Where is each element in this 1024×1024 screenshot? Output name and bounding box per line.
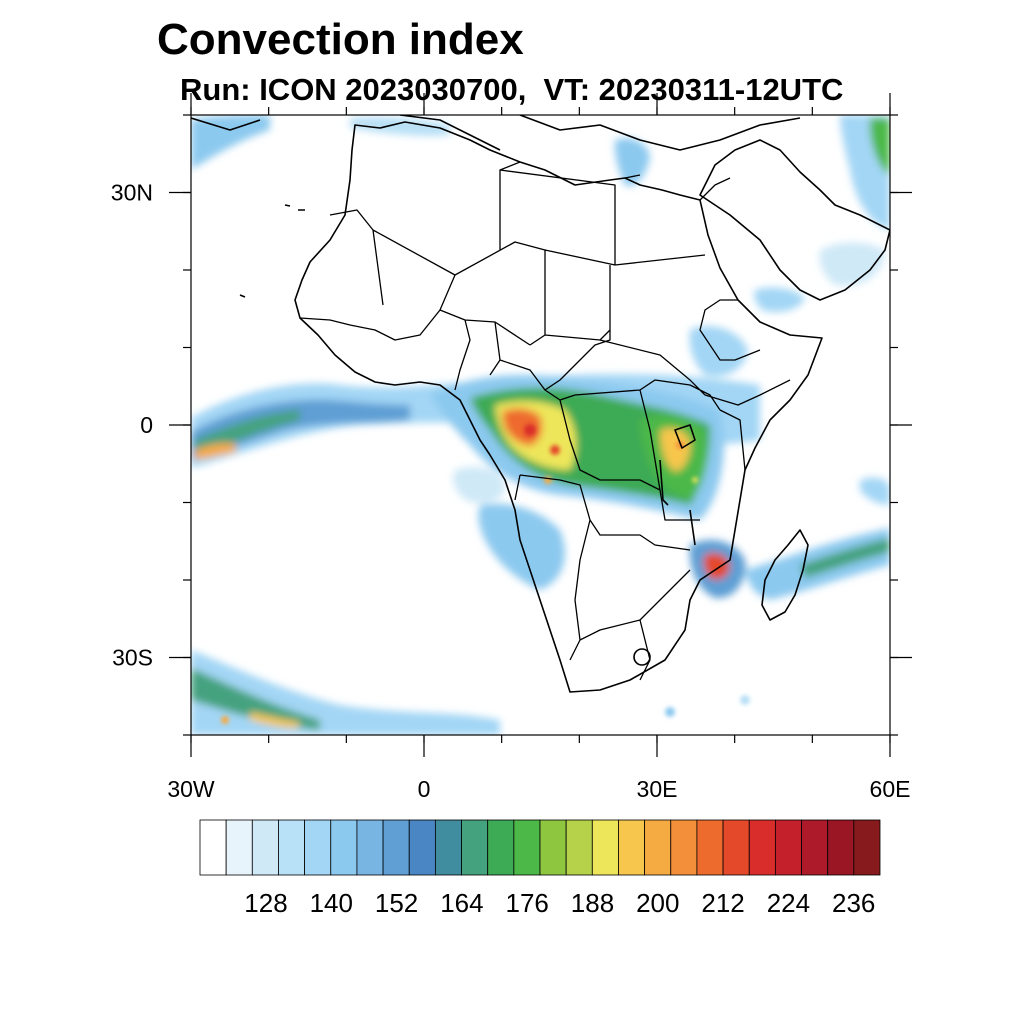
x-tick-label: 30E — [637, 776, 678, 802]
colorbar-label: 128 — [244, 888, 287, 918]
colorbar-swatch — [696, 819, 724, 876]
canary-islands — [239, 204, 305, 298]
axis-tick-labels: 30W 0 30E 60E 30N 0 30S — [111, 180, 911, 803]
arabia-coastline — [699, 139, 890, 301]
colorbar-label: 140 — [310, 888, 353, 918]
x-tick-label: 0 — [418, 776, 431, 802]
field-indian-ocean-core — [800, 538, 890, 578]
field-speck — [692, 477, 698, 483]
field-speck — [550, 445, 560, 455]
colorbar-swatch — [513, 819, 541, 876]
colorbar-label: 200 — [636, 888, 679, 918]
colorbar-swatch — [225, 819, 253, 876]
colorbar-label: 152 — [375, 888, 418, 918]
field-southern-ocean-core — [191, 668, 320, 730]
convection-field — [191, 115, 890, 735]
lake-victoria — [674, 424, 696, 449]
colorbar-swatch — [853, 819, 881, 876]
colorbar-swatch — [670, 819, 698, 876]
colorbar-swatch — [827, 819, 855, 876]
field-mediterranean — [350, 116, 450, 136]
colorbar-label: 188 — [571, 888, 614, 918]
colorbar-swatch — [304, 819, 332, 876]
field-north-atlantic-nw — [191, 115, 270, 170]
colorbar-label: 236 — [832, 888, 875, 918]
europe-coast — [191, 115, 801, 151]
y-tick-label: 30N — [111, 180, 153, 206]
colorbar-swatch — [330, 819, 358, 876]
field-ethiopia — [689, 326, 748, 377]
x-tick-label: 60E — [870, 776, 911, 802]
field-iran-gulf-core — [870, 118, 890, 175]
colorbar-label: 164 — [440, 888, 483, 918]
map-title: Convection index — [157, 15, 524, 64]
lake-tanganyika — [659, 459, 669, 506]
colorbar-swatch — [722, 819, 750, 876]
field-yemen — [754, 287, 805, 312]
field-congo-hot — [502, 408, 542, 446]
colorbar-swatch — [461, 819, 489, 876]
colorbar-swatch — [644, 819, 672, 876]
field-south-atlantic-swirl — [453, 466, 505, 503]
colorbar-swatch — [539, 819, 567, 876]
field-oman — [819, 242, 885, 286]
field-itcz-band-mid — [191, 399, 410, 460]
colorbar-swatch — [801, 819, 829, 876]
y-tick-label: 0 — [140, 412, 153, 438]
colorbar-swatch — [487, 819, 515, 876]
colorbar-swatch — [565, 819, 593, 876]
colorbar-labels: 128 140 152 164 176 188 200 212 224 236 — [244, 888, 875, 918]
colorbar-swatch — [199, 819, 227, 876]
madagascar-coastline — [761, 529, 809, 621]
field-east-madagascar — [860, 477, 890, 505]
run-valid-time-subtitle: Run: ICON 2023030700, VT: 20230311-12UTC — [180, 72, 844, 107]
x-tick-label: 30W — [167, 776, 215, 802]
lake-malawi — [689, 509, 696, 546]
colorbar-swatch — [356, 819, 384, 876]
field-speck — [740, 695, 750, 705]
colorbar-label: 224 — [767, 888, 810, 918]
field-east-africa-core — [660, 428, 691, 472]
field-speck — [544, 476, 552, 484]
field-speck — [221, 716, 229, 724]
colorbar-swatch — [748, 819, 776, 876]
field-southern-ocean-hot — [250, 712, 300, 728]
colorbar-swatch — [774, 819, 802, 876]
colorbar-swatch — [434, 819, 462, 876]
colorbar-label: 212 — [701, 888, 744, 918]
colorbar-swatch — [618, 819, 646, 876]
colorbar-swatch — [408, 819, 436, 876]
colorbar-swatch — [251, 819, 279, 876]
africa-coastline — [294, 121, 823, 693]
axis-ticks — [169, 93, 912, 757]
colorbar-swatch — [591, 819, 619, 876]
field-speck — [524, 424, 536, 436]
field-itcz-band-hot — [195, 443, 236, 460]
colorbar-swatch — [278, 819, 306, 876]
y-tick-label: 30S — [112, 645, 153, 671]
colorbar — [199, 819, 881, 876]
coastlines-and-borders — [191, 115, 890, 693]
field-speck — [665, 707, 675, 717]
lesotho-border — [633, 648, 651, 666]
colorbar-label: 176 — [506, 888, 549, 918]
field-levant — [614, 138, 650, 186]
colorbar-swatch — [382, 819, 410, 876]
